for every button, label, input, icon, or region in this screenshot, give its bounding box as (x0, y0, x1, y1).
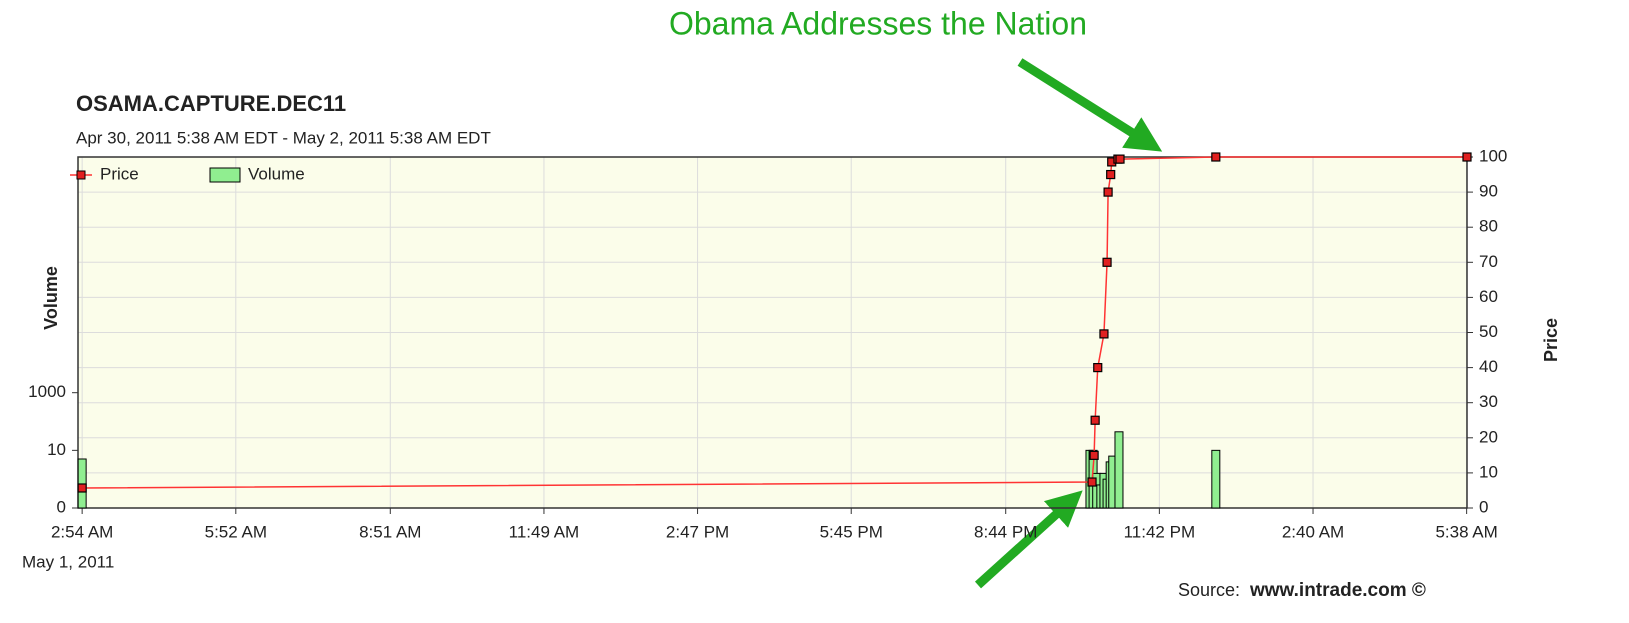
x-tick-label: 5:38 AM (1435, 522, 1497, 541)
y2-tick-label: 100 (1479, 146, 1507, 165)
y-tick-label: 1000 (28, 382, 66, 401)
x-tick-label: 8:44 PM (974, 522, 1037, 541)
x-tick-label: 8:51 AM (359, 522, 421, 541)
legend-label: Price (100, 164, 139, 183)
price-marker (1089, 450, 1099, 460)
price-marker (1103, 187, 1113, 197)
source-site: www.intrade.com © (1249, 580, 1426, 601)
y2-tick-label: 50 (1479, 322, 1498, 341)
y2-tick-label: 20 (1479, 427, 1498, 446)
y2-axis-label: Price (1541, 318, 1561, 362)
y2-tick-label: 30 (1479, 392, 1498, 411)
y2-tick-label: 60 (1479, 287, 1498, 306)
y2-tick-label: 0 (1479, 497, 1488, 516)
volume-bar (1114, 431, 1124, 509)
x-tick-label: 11:49 AM (509, 522, 580, 541)
price-marker (1462, 152, 1472, 162)
source-label: Source: (1178, 580, 1240, 600)
x-tick-label: 2:40 AM (1282, 522, 1344, 541)
arrow (1017, 58, 1163, 152)
price-marker (1099, 329, 1109, 339)
plot-border (77, 156, 1468, 509)
y-tick-label: 0 (57, 497, 66, 516)
price-marker (1087, 477, 1097, 487)
x-tick-label: 2:47 PM (666, 522, 729, 541)
chart-title: OSAMA.CAPTURE.DEC11 (76, 91, 346, 116)
price-marker (1102, 257, 1112, 267)
x-tick-label: 2:54 AM (51, 522, 113, 541)
y2-tick-label: 90 (1479, 182, 1498, 201)
y2-tick-label: 80 (1479, 217, 1498, 236)
chart-subtitle: Apr 30, 2011 5:38 AM EDT - May 2, 2011 5… (76, 128, 491, 147)
legend-marker (76, 170, 86, 180)
y-tick-label: 10 (47, 440, 66, 459)
y2-tick-label: 40 (1479, 357, 1498, 376)
annotation: Obama Addresses the Nation (669, 5, 1087, 41)
volume-bar (1211, 449, 1221, 509)
legend-swatch (209, 167, 241, 183)
price-marker (1090, 415, 1100, 425)
x-tick-label: 11:42 PM (1124, 522, 1196, 541)
price-marker (1115, 154, 1125, 164)
arrow (974, 490, 1083, 589)
x-tick-label: 5:52 AM (205, 522, 267, 541)
x-tick-label: 5:45 PM (820, 522, 883, 541)
y-axis-label: Volume (41, 266, 61, 330)
price-marker (1106, 169, 1116, 180)
price-marker (1093, 363, 1103, 373)
y2-tick-label: 10 (1479, 462, 1498, 481)
x-date-label: May 1, 2011 (22, 552, 114, 571)
y2-tick-label: 70 (1479, 252, 1498, 271)
price-marker (1211, 152, 1221, 162)
legend-label: Volume (248, 164, 305, 183)
price-marker (77, 483, 87, 493)
